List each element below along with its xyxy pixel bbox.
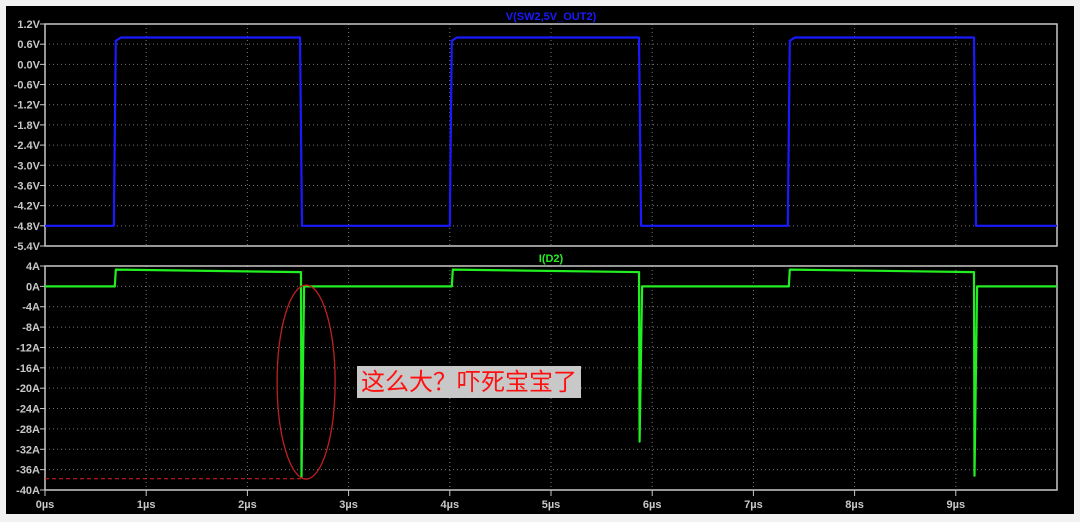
trace-title: V(SW2,5V_OUT2) <box>506 11 597 23</box>
pane-border <box>44 23 1058 247</box>
y-tick-label: -16A <box>16 363 40 375</box>
pane-1: 4A 0A -4A -8A -12A -16A -20A -24A -28A -32A -36A -4… <box>16 253 1058 511</box>
y-tick-label: 0.6V <box>17 39 40 51</box>
y-tick-label: 4A <box>26 261 40 273</box>
y-tick-label: -8A <box>22 322 40 334</box>
y-tick-label: -5.4V <box>14 241 41 253</box>
x-tick-label: 5µs <box>542 499 561 511</box>
y-tick-label: -28A <box>16 424 40 436</box>
y-tick-label: -1.2V <box>14 100 41 112</box>
x-tick-label: 6µs <box>643 499 662 511</box>
y-tick-label: -20A <box>16 383 40 395</box>
y-tick-label: -4A <box>22 302 40 314</box>
y-tick-label: -1.8V <box>14 120 41 132</box>
y-tick-label: -0.6V <box>14 80 41 92</box>
y-tick-label: -36A <box>16 465 40 477</box>
y-tick-label: -40A <box>16 485 40 497</box>
y-tick-label: 0.0V <box>17 59 40 71</box>
y-tick-label: -4.2V <box>14 201 41 213</box>
pane-0: 1.2V 0.6V 0.0V -0.6V -1.2V -1.8V -2.4V -3.0V -3.… <box>14 11 1058 253</box>
y-tick-label: -2.4V <box>14 140 41 152</box>
trace-v-sw2-5v-out2- <box>45 36 1057 227</box>
y-tick-label: 1.2V <box>17 19 40 31</box>
highlight-ellipse <box>276 284 336 480</box>
y-tick-label: -24A <box>16 404 40 416</box>
plot-canvas[interactable]: 1.2V 0.6V 0.0V -0.6V -1.2V -1.8V -2.4V -3.0V -3.… <box>6 6 1074 514</box>
y-tick-label: -3.0V <box>14 160 41 172</box>
y-tick-label: -32A <box>16 444 40 456</box>
y-tick-label: 0A <box>26 281 40 293</box>
y-tick-label: -3.6V <box>14 180 41 192</box>
trace-i-d2- <box>45 268 1057 479</box>
x-tick-label: 3µs <box>339 499 358 511</box>
y-tick-label: -4.8V <box>14 221 41 233</box>
y-tick-label: -12A <box>16 342 40 354</box>
x-tick-label: 0µs <box>36 499 55 511</box>
x-tick-label: 2µs <box>238 499 257 511</box>
plot-background <box>6 6 1074 514</box>
x-tick-label: 1µs <box>137 499 156 511</box>
x-tick-label: 4µs <box>441 499 460 511</box>
x-tick-label: 9µs <box>947 499 966 511</box>
x-tick-label: 7µs <box>744 499 763 511</box>
trace-title: I(D2) <box>539 253 564 265</box>
x-tick-label: 8µs <box>845 499 864 511</box>
annotation-label: 这么大？吓死宝宝了 <box>357 366 581 398</box>
